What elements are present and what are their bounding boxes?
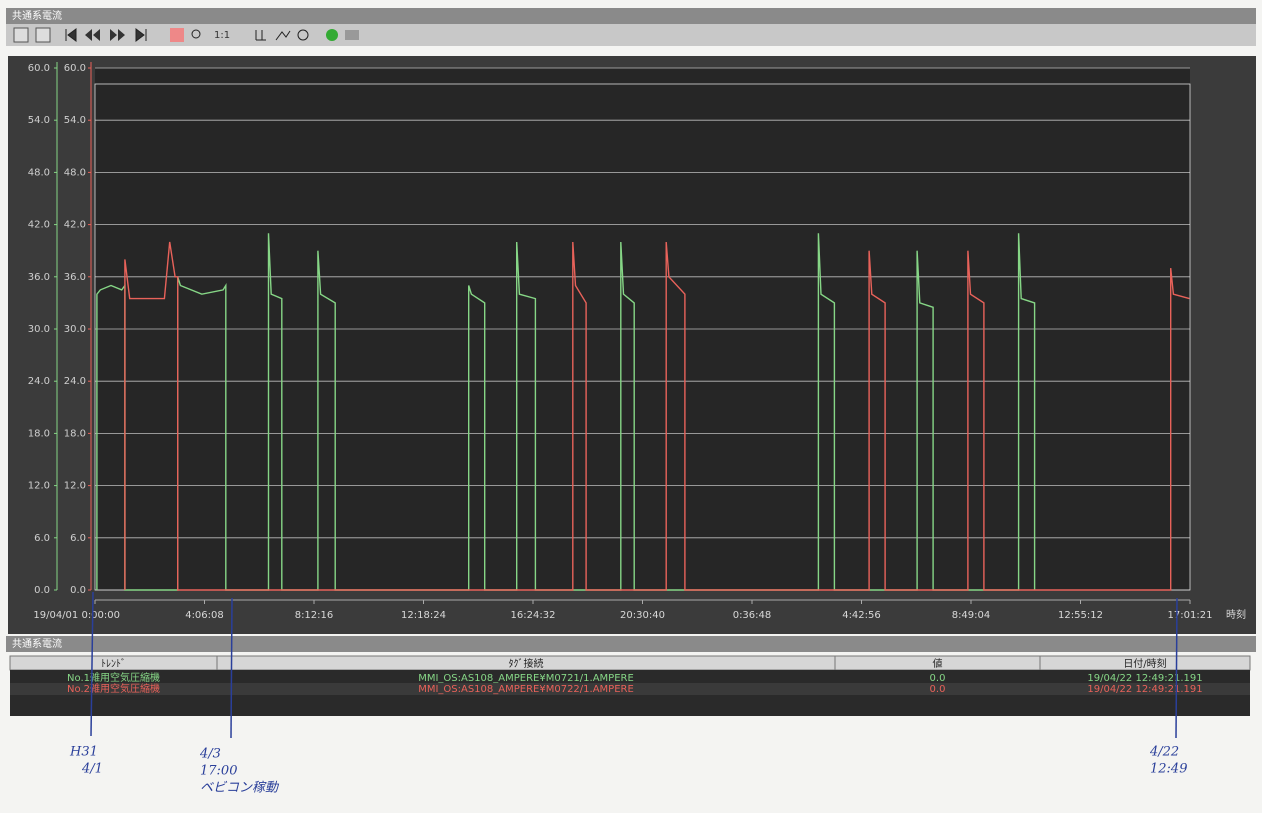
table-cell: 0.0 (930, 684, 946, 695)
toolbar (6, 24, 1256, 46)
column-header: 値 (933, 657, 943, 670)
panel-title: 共通系電流 (12, 637, 62, 650)
y2-tick-label: 54.0 (64, 115, 86, 126)
x-tick-label: 12:55:12 (1058, 610, 1103, 621)
x-tick-label: 8:12:16 (295, 610, 334, 621)
note-line (231, 598, 232, 738)
y2-tick-label: 0.0 (70, 585, 86, 596)
x-axis-label: 時刻 (1226, 608, 1246, 621)
column-header: ﾀｸﾞ接続 (509, 657, 544, 670)
y2-tick-label: 12.0 (64, 481, 86, 492)
table-cell: MMI_OS:AS108_AMPERE¥M0721/1.AMPERE (418, 673, 634, 684)
panel-title-bar (6, 636, 1256, 652)
window-title: 共通系電流 (12, 9, 62, 22)
y2-tick-label: 18.0 (64, 428, 86, 439)
screen: 共通系電流 1:1 0.0 6.0 12.0 18.0 24.0 30.0 36.0 42.0… (0, 0, 1262, 813)
y-tick-label: 24.0 (28, 376, 50, 387)
y-tick-label: 30.0 (28, 324, 50, 335)
x-tick-label: 20:30:40 (620, 610, 665, 621)
note-text: 17:00 (200, 764, 237, 779)
note-line (1176, 598, 1177, 738)
column-header: ﾄﾚﾝﾄﾞ (101, 658, 126, 670)
y2-tick-label: 60.0 (64, 63, 86, 74)
legend-table: ﾄﾚﾝﾄﾞ ﾀｸﾞ接続 値 日付/時刻 No.1雑用空気圧縮機 MMI_OS:AS108_… (10, 656, 1250, 716)
table-cell: No.1雑用空気圧縮機 (67, 671, 160, 684)
x-tick-label: 16:24:32 (511, 610, 556, 621)
title-bar (6, 8, 1256, 24)
x-tick-label: 17:01:21 (1168, 610, 1213, 621)
x-tick-label: 12:18:24 (401, 610, 446, 621)
note-text: 4/3 (199, 747, 221, 762)
note-text: 4/22 (1149, 745, 1179, 760)
x-tick-label: 4:42:56 (842, 610, 881, 621)
y2-tick-label: 30.0 (64, 324, 86, 335)
note-text: 12:49 (1150, 762, 1187, 777)
y-tick-label: 18.0 (28, 428, 50, 439)
y-tick-label: 54.0 (28, 115, 50, 126)
y-tick-label: 60.0 (28, 63, 50, 74)
y-tick-label: 42.0 (28, 220, 50, 231)
scale-button[interactable] (170, 28, 184, 42)
y2-tick-label: 36.0 (64, 272, 86, 283)
y2-tick-label: 6.0 (70, 533, 86, 544)
go-button[interactable] (326, 29, 338, 41)
y2-tick-label: 24.0 (64, 376, 86, 387)
table-cell: 0.0 (930, 673, 946, 684)
y-tick-label: 48.0 (28, 167, 50, 178)
print-button[interactable] (345, 30, 359, 40)
help-button[interactable] (14, 28, 28, 42)
x-tick-label: 19/04/01 0:00:00 (33, 610, 120, 621)
table-cell: No.2雑用空気圧縮機 (67, 682, 160, 695)
table-cell: MMI_OS:AS108_AMPERE¥M0722/1.AMPERE (418, 684, 634, 695)
note-text: ベビコン稼動 (200, 781, 280, 796)
table-cell: 19/04/22 12:49:21.191 (1087, 673, 1202, 684)
column-header: 日付/時刻 (1123, 657, 1166, 670)
zoom-label[interactable]: 1:1 (214, 30, 230, 41)
x-tick-label: 0:36:48 (733, 610, 772, 621)
y2-tick-label: 48.0 (64, 167, 86, 178)
y2-tick-label: 42.0 (64, 220, 86, 231)
x-tick-label: 4:06:08 (185, 610, 224, 621)
y-tick-label: 6.0 (34, 533, 50, 544)
y-tick-label: 36.0 (28, 272, 50, 283)
y-tick-label: 12.0 (28, 481, 50, 492)
note-text: 4/1 (81, 762, 103, 777)
table-header (10, 656, 1250, 670)
note-text: H31 (69, 745, 98, 760)
x-tick-label: 8:49:04 (952, 610, 991, 621)
table-button[interactable] (36, 28, 50, 42)
table-cell: 19/04/22 12:49:21.191 (1087, 684, 1202, 695)
y-tick-label: 0.0 (34, 585, 50, 596)
